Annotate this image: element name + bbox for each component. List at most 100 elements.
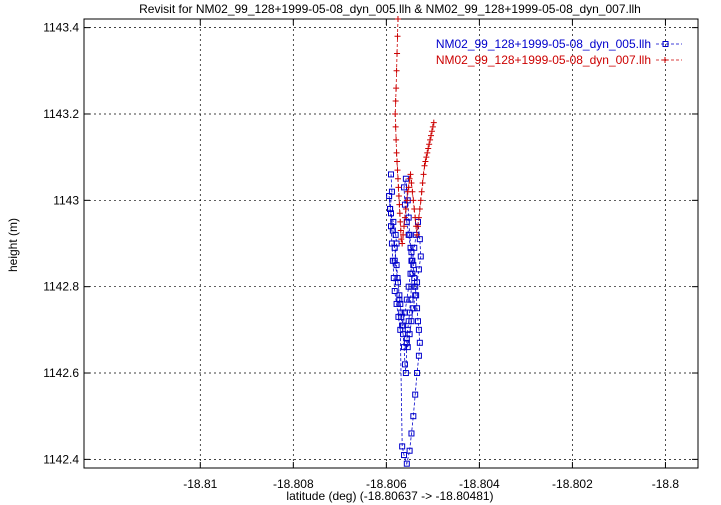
- data-point: [401, 452, 408, 459]
- data-point: [415, 326, 422, 333]
- data-point: [397, 218, 404, 225]
- data-point: [395, 193, 402, 200]
- data-point: [430, 119, 437, 126]
- y-axis-label: height (m): [6, 218, 20, 272]
- data-point: [405, 283, 412, 290]
- data-point: [402, 370, 409, 377]
- data-point: [397, 300, 404, 307]
- data-point: [412, 283, 419, 290]
- data-point: [421, 162, 428, 169]
- data-point: [396, 292, 403, 299]
- data-point: [420, 171, 427, 178]
- data-point: [414, 231, 421, 238]
- x-tick-label: -18.806: [366, 477, 407, 491]
- x-tick-label: -18.808: [273, 477, 314, 491]
- data-point: [394, 175, 401, 182]
- data-point: [425, 145, 432, 152]
- data-point: [419, 180, 426, 187]
- data-point: [411, 205, 418, 212]
- data-point: [422, 158, 429, 165]
- data-point: [388, 223, 394, 230]
- data-point: [416, 236, 423, 243]
- data-point: [393, 67, 400, 74]
- legend: NM02_99_128+1999-05-08_dyn_005.llh NM02_9…: [436, 37, 682, 67]
- data-point: [394, 275, 401, 282]
- data-point: [393, 85, 400, 92]
- data-point: [408, 180, 415, 187]
- data-point: [418, 188, 425, 195]
- data-point: [389, 257, 396, 264]
- data-point: [395, 184, 402, 191]
- series-layer: [386, 16, 437, 467]
- data-point: [414, 279, 421, 286]
- data-point: [428, 132, 435, 139]
- data-point: [403, 335, 410, 342]
- data-point: [401, 214, 408, 221]
- data-point: [400, 231, 407, 238]
- data-point: [410, 413, 417, 420]
- data-point: [429, 123, 436, 130]
- x-tick-label: -18.804: [459, 477, 500, 491]
- grid: [84, 19, 698, 468]
- data-point: [398, 309, 405, 316]
- y-tick-label: 1142.4: [43, 452, 79, 466]
- data-point: [401, 361, 408, 368]
- data-point: [402, 205, 409, 212]
- data-point: [410, 197, 417, 204]
- data-point: [403, 197, 410, 204]
- data-point: [423, 154, 430, 161]
- y-tick-label: 1142.6: [43, 366, 79, 380]
- data-point: [412, 391, 419, 398]
- data-point: [414, 223, 421, 230]
- data-point: [391, 287, 398, 294]
- data-point: [394, 50, 401, 57]
- data-point: [393, 262, 400, 269]
- data-point: [416, 205, 423, 212]
- data-point: [403, 339, 410, 346]
- data-point: [408, 318, 415, 325]
- data-point: [403, 296, 410, 303]
- x-tick-label: -18.8: [652, 477, 680, 491]
- data-point: [400, 322, 407, 329]
- data-point: [414, 318, 421, 325]
- data-point: [415, 352, 422, 359]
- data-point: [428, 128, 435, 135]
- y-tick-label: 1143.4: [43, 21, 79, 35]
- data-point: [394, 167, 401, 174]
- series-1: [386, 171, 424, 467]
- data-point: [424, 149, 431, 156]
- data-point: [414, 305, 421, 312]
- data-point: [396, 201, 403, 208]
- data-point: [393, 136, 400, 143]
- series-2: [392, 16, 437, 247]
- data-point: [404, 326, 411, 333]
- data-point: [409, 188, 416, 195]
- ticks: -18.81 -18.808 -18.806 -18.804 -18.802 -18.8 1…: [43, 19, 698, 491]
- data-point: [404, 344, 411, 351]
- data-point: [414, 370, 421, 377]
- x-tick-label: -18.81: [183, 477, 217, 491]
- series-line: [388, 174, 422, 466]
- data-point: [399, 443, 406, 450]
- legend-label: NM02_99_128+1999-05-08_dyn_007.llh: [436, 53, 651, 67]
- data-point: [392, 123, 399, 130]
- legend-label: NM02_99_128+1999-05-08_dyn_005.llh: [436, 37, 651, 51]
- data-point: [417, 197, 424, 204]
- data-point: [394, 16, 401, 22]
- data-point: [409, 257, 416, 264]
- x-axis-label: latitude (deg) (-18.80637 -> -18.80481): [286, 489, 493, 503]
- chart-title: Revisit for NM02_99_128+1999-05-08_dyn_0…: [139, 2, 641, 16]
- data-point: [411, 244, 418, 251]
- data-point: [410, 305, 417, 312]
- data-point: [407, 171, 414, 178]
- data-point: [407, 270, 414, 277]
- data-point: [396, 296, 403, 303]
- data-point: [406, 175, 413, 182]
- data-point: [394, 158, 401, 165]
- data-point: [401, 223, 408, 230]
- data-point: [393, 149, 400, 156]
- data-point: [426, 141, 433, 148]
- data-point: [388, 171, 394, 178]
- data-point: [427, 136, 434, 143]
